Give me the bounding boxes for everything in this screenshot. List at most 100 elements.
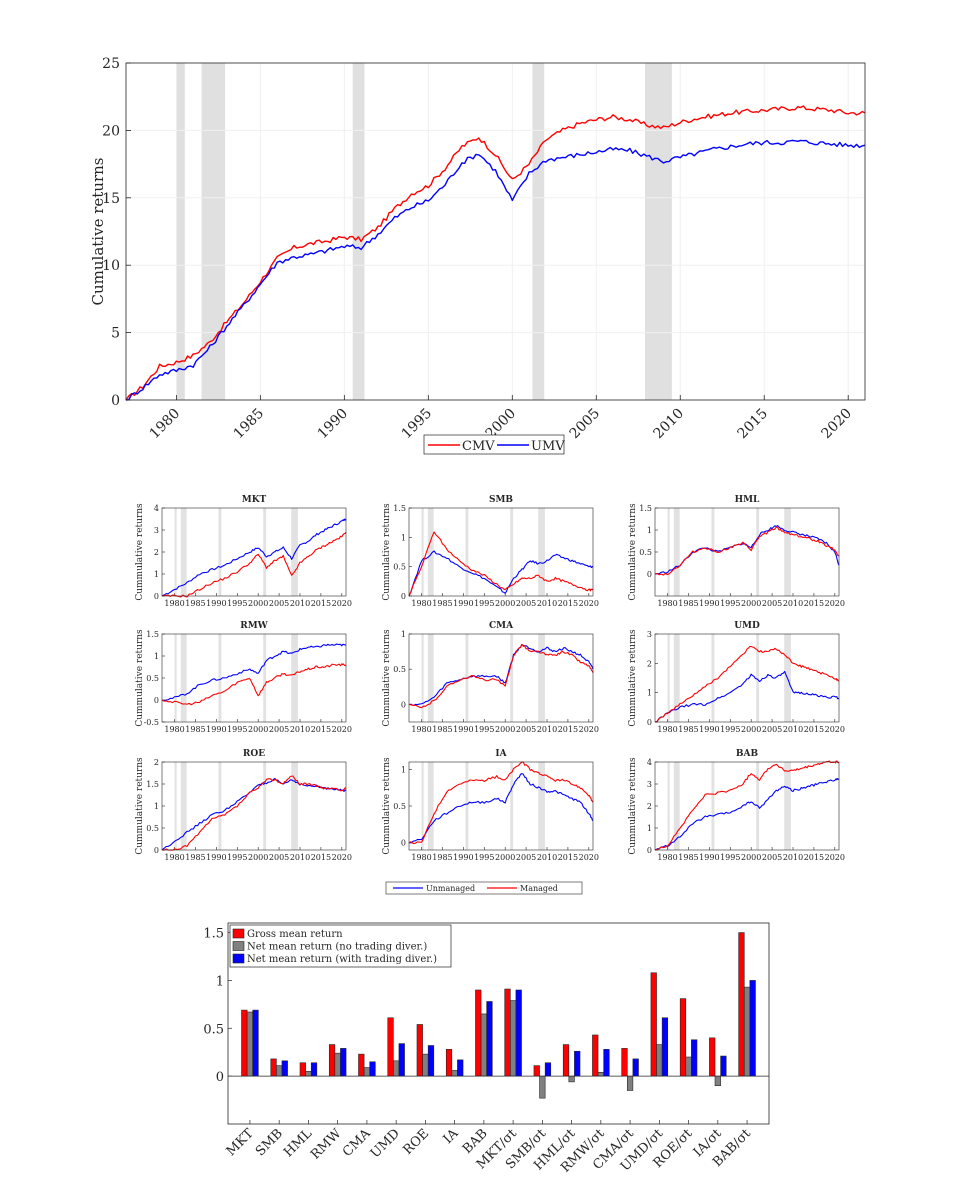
panel-xtick-label: 2020 <box>579 725 599 734</box>
bar-gross <box>387 1017 394 1077</box>
bar-ytick-label: 0.5 <box>203 1022 224 1037</box>
bar-net-with-div <box>661 1017 669 1077</box>
bar-net-no-div <box>539 1075 546 1099</box>
panel-managed-line <box>408 761 594 844</box>
bar-gross <box>621 1048 628 1077</box>
panel-y-axis-label: Cummulative returns <box>382 757 392 855</box>
panel-xtick-label: 1995 <box>227 599 247 608</box>
panel-title: CMA <box>489 621 514 631</box>
panel-plot-area <box>655 762 839 850</box>
bar-net-with-div <box>603 1049 610 1077</box>
top-xtick-label: 1985 <box>231 406 268 443</box>
panel-y-axis-label: Cummulative returns <box>382 503 392 601</box>
panel-recession-band <box>465 762 469 850</box>
panel-ytick-label: 0 <box>154 846 159 855</box>
panel-xtick-label: 1985 <box>185 725 205 734</box>
bar-gross <box>416 1024 423 1077</box>
panel-title: SMB <box>489 495 513 505</box>
panel-plot-area <box>162 634 346 722</box>
bar-net-with-div <box>574 1050 581 1077</box>
panel-bab: 0 1 2 3 4 1980 1985 1990 1995 2000 2005 2010 2015 202… <box>628 749 845 862</box>
panel-ytick-label: 4 <box>647 758 652 767</box>
panel-xtick-label: 1990 <box>453 599 473 608</box>
panel-legend-box <box>385 881 583 895</box>
panel-xtick-label: 2010 <box>537 853 557 862</box>
panel-title: ROE <box>243 749 265 759</box>
panel-xtick-label: 1995 <box>227 853 247 862</box>
panel-xtick-label: 2000 <box>248 725 268 734</box>
panel-ytick-label: 0.5 <box>146 824 159 833</box>
bar-net-with-div <box>252 1009 259 1077</box>
panel-ytick-label: 0 <box>154 592 159 601</box>
panel-title: HML <box>735 495 760 505</box>
panel-roe: 0 0.5 1 1.5 2 1980 1985 1990 1995 2000 2005 2010 201… <box>135 749 352 862</box>
panel-recession-band <box>667 634 670 722</box>
panel-recession-band <box>667 508 670 596</box>
top-recession-band <box>644 63 672 400</box>
panel-ytick-label: 1 <box>647 689 652 698</box>
panel-xtick-label: 2015 <box>804 599 824 608</box>
panel-xtick-label: 1995 <box>474 599 494 608</box>
panel-xtick-label: 1990 <box>453 725 473 734</box>
legend-label-umv: UMV <box>531 439 565 454</box>
top-ytick-label: 10 <box>102 258 120 274</box>
bar-gross <box>738 932 745 1077</box>
panel-ia: 0 0.5 1 1980 1985 1990 1995 2000 2005 2010 2015 202… <box>382 749 599 862</box>
panel-ytick-label: 0 <box>401 700 406 709</box>
top-ytick-label: 5 <box>111 326 120 342</box>
panel-xtick-label: 2005 <box>516 725 536 734</box>
bar-gross <box>679 998 687 1077</box>
panel-managed-line <box>161 663 347 706</box>
panel-frame <box>161 633 347 723</box>
panel-recession-band <box>673 634 680 722</box>
panel-frame <box>654 761 840 851</box>
bar-net-no-div <box>480 1013 487 1077</box>
bar-net-no-div <box>510 1000 517 1077</box>
top-xtick-label: 1980 <box>147 406 184 443</box>
panel-recession-band <box>174 762 177 850</box>
panel-mkt: 0 1 2 3 4 1980 1985 1990 1995 2000 2005 2010 2015 202… <box>135 495 352 608</box>
panel-xtick-label: 2010 <box>537 725 557 734</box>
panel-ytick-label: 4 <box>154 504 159 513</box>
bar-net-with-div <box>340 1048 347 1077</box>
panel-xtick-label: 1980 <box>657 853 677 862</box>
panel-y-axis-label: Cummulative returns <box>628 503 638 601</box>
panel-xtick-label: 2005 <box>762 725 782 734</box>
panel-xtick-label: 2005 <box>516 853 536 862</box>
panel-managed-line <box>408 643 594 709</box>
top-plot-area <box>126 63 865 400</box>
panel-recession-band <box>538 508 545 596</box>
panel-ytick-label: 0 <box>647 718 652 727</box>
panel-ytick-label: 3 <box>647 630 652 639</box>
panel-xtick-label: 1990 <box>699 853 719 862</box>
panel-hml: 0 0.5 1 1.5 1980 1985 1990 1995 2000 2005 2010 2015… <box>628 495 845 608</box>
bar-gross <box>358 1053 365 1077</box>
bar-net-no-div <box>597 1072 604 1077</box>
panel-frame <box>654 633 840 723</box>
panel-recession-band <box>218 762 222 850</box>
top-recession-band <box>352 63 365 400</box>
panel-xtick-label: 2005 <box>762 599 782 608</box>
panel-ytick-label: 0 <box>154 696 159 705</box>
panel-xtick-label: 2005 <box>762 853 782 862</box>
panel-xtick-label: 1995 <box>227 725 247 734</box>
panel-ytick-label: 0.5 <box>146 674 159 683</box>
panel-recession-band <box>427 634 434 722</box>
panel-xtick-label: 2010 <box>783 853 803 862</box>
panel-frame <box>161 761 347 851</box>
panel-xtick-label: 2005 <box>269 599 289 608</box>
panel-xtick-label: 2000 <box>495 599 515 608</box>
panel-ytick-label: 0.5 <box>639 548 652 557</box>
bar-gross <box>270 1058 277 1077</box>
panel-xtick-label: 2015 <box>311 853 331 862</box>
panel-ytick-label: 0.5 <box>393 802 406 811</box>
panel-recession-band <box>538 762 545 850</box>
panel-recession-band <box>510 634 514 722</box>
bar-gross <box>562 1044 570 1077</box>
panel-xtick-label: 2010 <box>290 853 310 862</box>
panel-recession-band <box>174 634 177 722</box>
panel-plot-area <box>409 634 593 722</box>
panel-ytick-label: 2 <box>647 659 652 668</box>
panel-xtick-label: 2015 <box>804 853 824 862</box>
bar-legend-label: Net mean return (with trading diver.) <box>247 954 437 965</box>
